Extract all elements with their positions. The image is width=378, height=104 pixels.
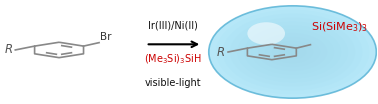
Ellipse shape bbox=[237, 21, 349, 83]
Ellipse shape bbox=[209, 6, 376, 98]
Ellipse shape bbox=[265, 37, 321, 67]
Ellipse shape bbox=[272, 40, 313, 64]
Ellipse shape bbox=[209, 6, 376, 98]
Text: R: R bbox=[4, 43, 12, 56]
Text: Ir(III)/Ni(II): Ir(III)/Ni(II) bbox=[148, 20, 198, 30]
Ellipse shape bbox=[251, 29, 335, 75]
Text: (Me$_3$Si)$_3$SiH: (Me$_3$Si)$_3$SiH bbox=[144, 52, 202, 66]
Ellipse shape bbox=[244, 25, 341, 79]
Text: Br: Br bbox=[101, 32, 112, 42]
Ellipse shape bbox=[216, 10, 369, 94]
Ellipse shape bbox=[286, 48, 299, 56]
Ellipse shape bbox=[223, 14, 363, 90]
Text: visible-light: visible-light bbox=[145, 78, 201, 88]
Ellipse shape bbox=[247, 22, 285, 45]
Text: R: R bbox=[217, 46, 225, 58]
Ellipse shape bbox=[279, 44, 307, 60]
Ellipse shape bbox=[230, 17, 355, 87]
Text: Si(SiMe$_3$)$_3$: Si(SiMe$_3$)$_3$ bbox=[311, 21, 368, 34]
Ellipse shape bbox=[258, 33, 327, 71]
